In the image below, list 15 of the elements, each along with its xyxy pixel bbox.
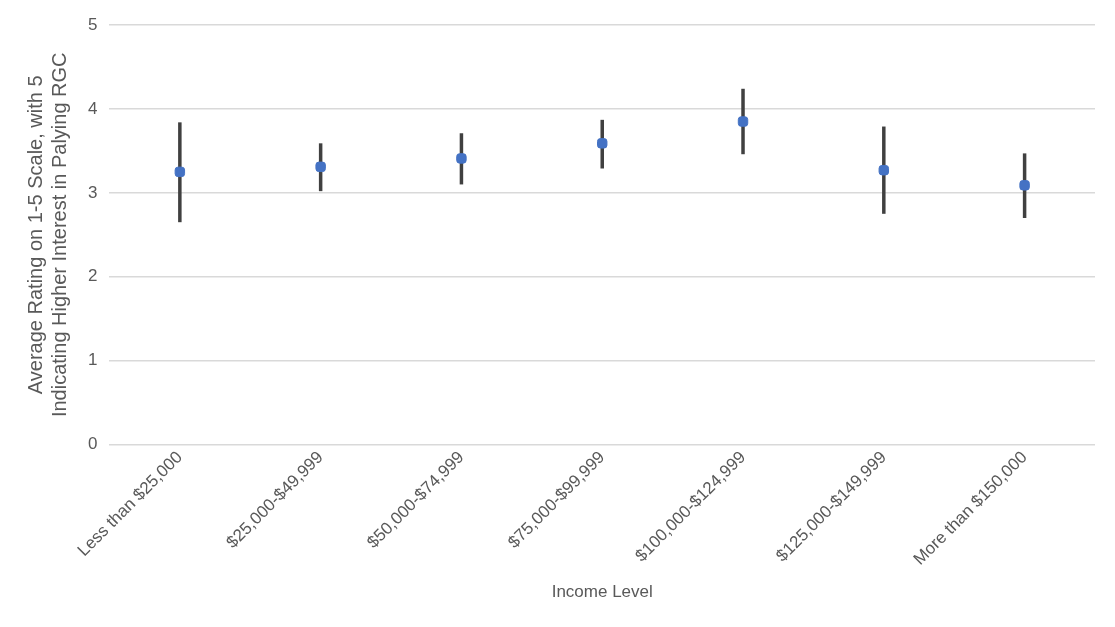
y-tick-label: 2 xyxy=(87,266,98,286)
point xyxy=(878,164,890,176)
y-tick-label: 0 xyxy=(87,434,98,454)
point xyxy=(174,166,186,178)
point xyxy=(456,153,467,164)
y-tick-label: 3 xyxy=(87,182,98,202)
point xyxy=(1019,180,1030,191)
y-tick-label: 1 xyxy=(87,350,98,370)
point xyxy=(315,161,326,173)
y-tick-label: 5 xyxy=(87,14,98,34)
point xyxy=(737,116,749,127)
point xyxy=(597,138,608,149)
y-axis-title: Average Rating on 1-5 Scale, with 5 Indicating Higher Interest in Palying RGC xyxy=(23,52,70,418)
x-axis-title: Income Level xyxy=(551,582,653,602)
y-tick-label: 4 xyxy=(87,98,98,118)
